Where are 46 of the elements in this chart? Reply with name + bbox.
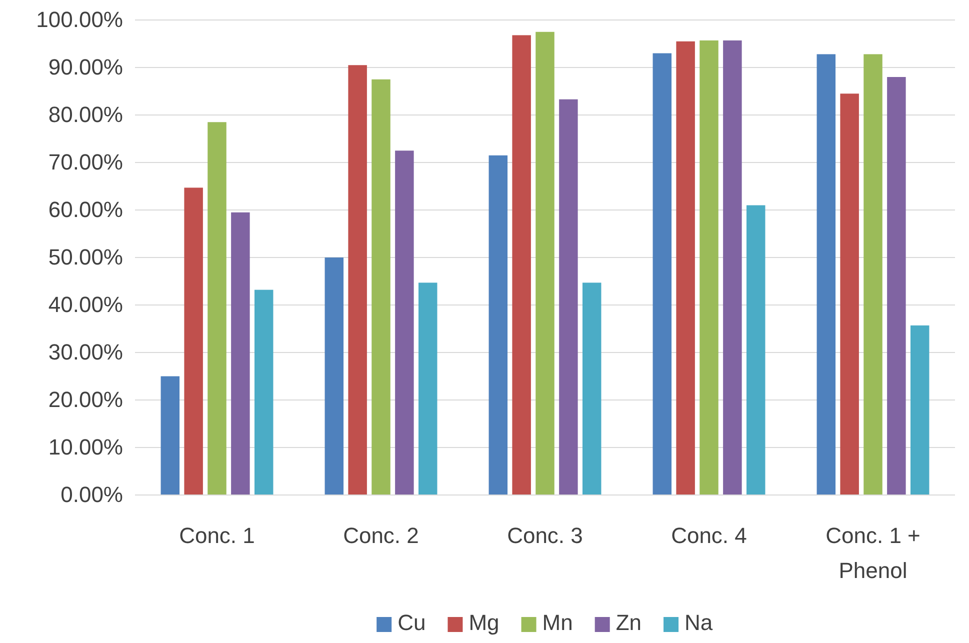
legend-label: Na xyxy=(684,610,714,635)
bar xyxy=(208,122,226,495)
bar xyxy=(816,54,836,495)
y-tick-label: 90.00% xyxy=(48,54,123,80)
bar xyxy=(700,40,718,495)
bar xyxy=(652,53,672,495)
x-tick-label: Conc. 4 xyxy=(671,523,747,548)
bar xyxy=(723,40,742,495)
bar xyxy=(324,258,344,495)
bar xyxy=(536,32,554,495)
y-tick-label: 0.00% xyxy=(60,482,123,508)
y-tick-label: 50.00% xyxy=(48,244,123,270)
legend-label: Mn xyxy=(542,610,573,635)
bar xyxy=(676,41,695,495)
bar xyxy=(184,188,203,495)
bar xyxy=(348,65,367,495)
bar xyxy=(582,282,602,495)
bar xyxy=(559,99,578,495)
y-tick-label: 40.00% xyxy=(48,292,123,318)
bar xyxy=(746,205,766,495)
bar xyxy=(372,79,390,495)
x-tick-label: Conc. 2 xyxy=(343,523,419,548)
bar xyxy=(231,212,250,495)
bar xyxy=(160,376,180,495)
legend-label: Cu xyxy=(398,610,426,635)
bar xyxy=(395,150,414,495)
y-tick-label: 30.00% xyxy=(48,340,123,365)
legend-label: Mg xyxy=(468,610,500,635)
y-tick-label: 60.00% xyxy=(48,197,123,222)
legend-label: Zn xyxy=(616,610,642,635)
y-tick-label: 10.00% xyxy=(48,434,123,460)
bar xyxy=(418,282,438,495)
bar xyxy=(254,290,274,495)
y-tick-label: 80.00% xyxy=(48,102,123,128)
bar xyxy=(840,94,859,495)
y-tick-label: 100.00% xyxy=(36,7,123,32)
x-tick-label: Conc. 3 xyxy=(507,523,583,548)
bar xyxy=(910,325,930,495)
y-tick-label: 70.00% xyxy=(48,150,123,175)
bar xyxy=(512,35,531,495)
x-tick-label: Conc. 1 xyxy=(179,523,255,548)
x-tick-label: Conc. 1 + Phenol xyxy=(826,523,920,584)
bar xyxy=(887,77,906,495)
bar xyxy=(864,54,882,495)
y-tick-label: 20.00% xyxy=(48,387,123,412)
bar xyxy=(488,155,508,495)
